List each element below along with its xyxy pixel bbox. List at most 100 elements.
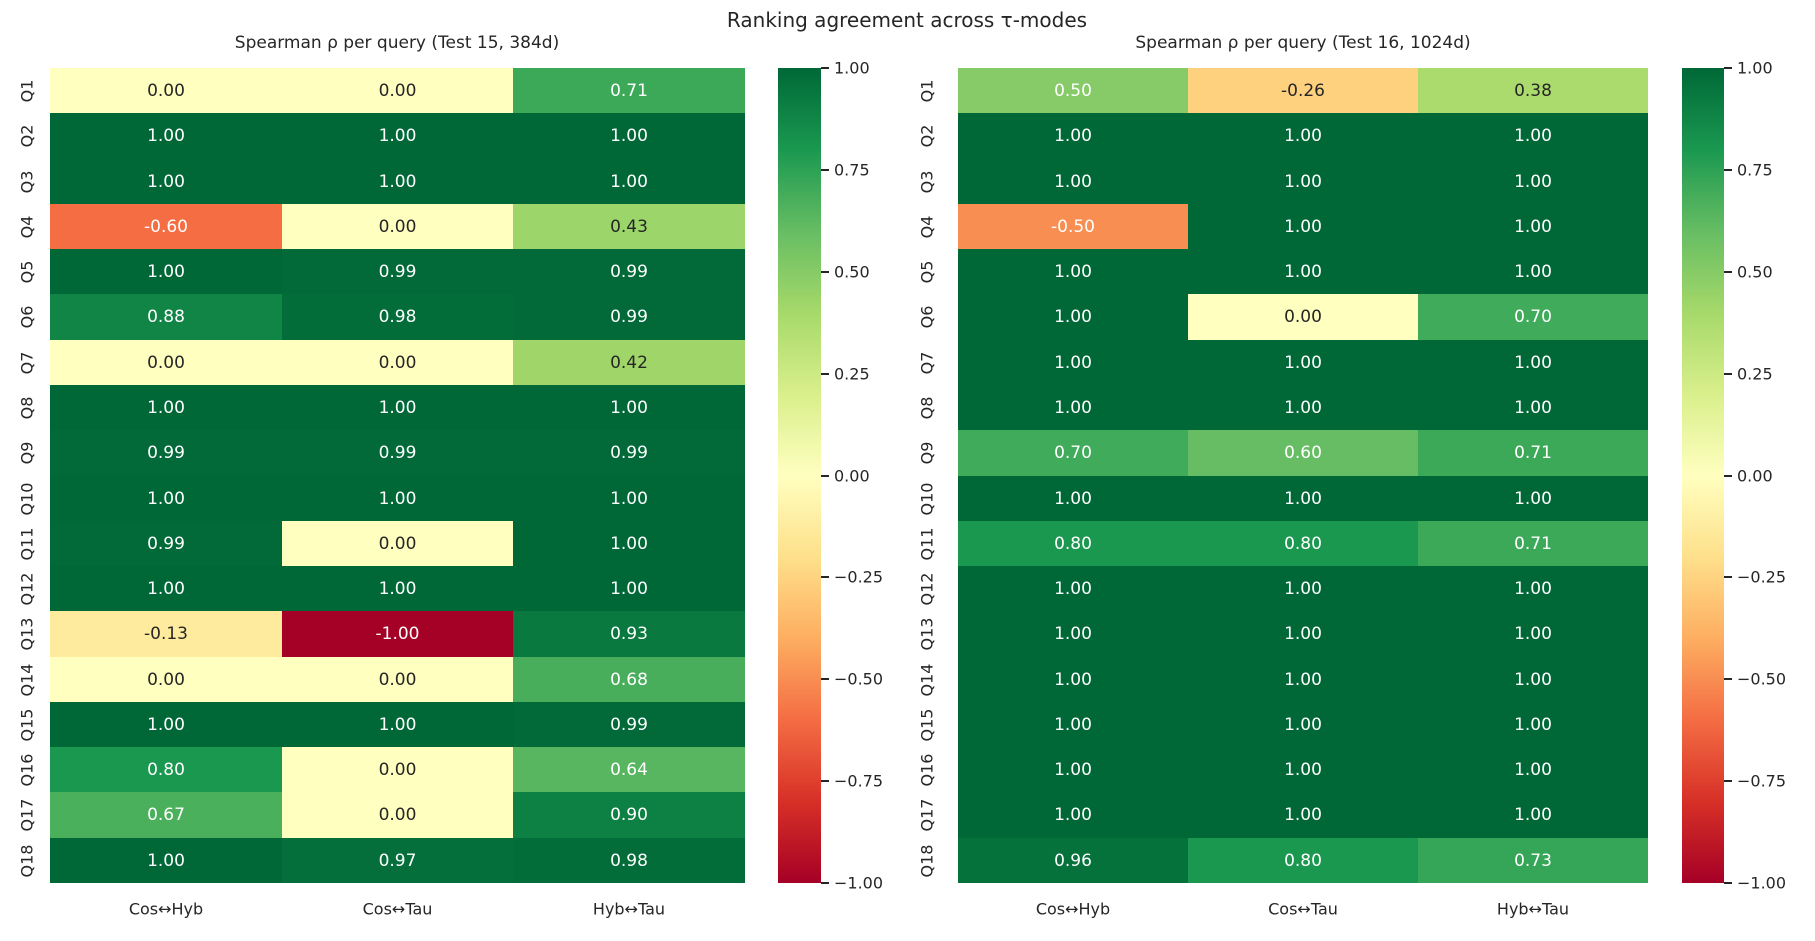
colorbar-tick: [821, 168, 829, 171]
heatmap-cell: 0.00: [50, 340, 282, 385]
colorbar-tick-label: 0.25: [834, 364, 870, 384]
row-label: Q17: [17, 798, 37, 832]
heatmap-cell: 0.90: [513, 792, 745, 838]
heatmap-cell: 1.00: [958, 476, 1188, 521]
row-label: Q9: [17, 441, 37, 465]
heatmap-cell: 1.00: [50, 476, 282, 521]
row-label: Q2: [917, 124, 937, 148]
colorbar-tick: [1724, 576, 1732, 579]
heatmap-cell: 1.00: [1418, 657, 1648, 702]
colorbar-tick: [1724, 270, 1732, 273]
colorbar-tick-label: 0.50: [1737, 262, 1773, 282]
heatmap-cell: 1.00: [958, 657, 1188, 702]
heatmap-cell: 1.00: [958, 611, 1188, 657]
heatmap-cell: 0.00: [282, 68, 513, 113]
colorbar-tick: [1724, 372, 1732, 375]
heatmap-cell: 0.50: [958, 68, 1188, 113]
heatmap-cell: 0.38: [1418, 68, 1648, 113]
heatmap-cell: 1.00: [1418, 204, 1648, 249]
row-label: Q5: [917, 260, 937, 283]
heatmap-cell: 0.80: [1188, 838, 1418, 883]
heatmap-cell: 1.00: [958, 702, 1188, 747]
heatmap-cell: 1.00: [1418, 611, 1648, 657]
heatmap-cell: 1.00: [1188, 159, 1418, 204]
colorbar-tick: [1724, 474, 1732, 477]
colorbar-tick-label: 0.00: [834, 466, 870, 485]
row-label: Q4: [917, 215, 937, 238]
heatmap-cell: 0.00: [50, 657, 282, 702]
heatmap-cell: 1.00: [958, 566, 1188, 611]
colorbar-tick-label: 0.00: [1737, 466, 1773, 485]
heatmap-cell: 0.99: [282, 430, 513, 476]
colorbar-tick-label: −0.75: [834, 771, 884, 791]
row-label: Q11: [17, 527, 37, 560]
heatmap-cell: 0.00: [50, 68, 282, 113]
heatmap-cell: 0.80: [1188, 521, 1418, 566]
colorbar-tick-label: 0.25: [1737, 364, 1773, 384]
heatmap-cell: 1.00: [1188, 792, 1418, 838]
heatmap-cell: 0.42: [513, 340, 745, 385]
heatmap-cell: 1.00: [1188, 657, 1418, 702]
heatmap-cell: 1.00: [1418, 113, 1648, 159]
colorbar-tick: [1724, 678, 1732, 681]
heatmap-cell: 0.70: [1418, 294, 1648, 340]
heatmap-cell: 1.00: [1188, 566, 1418, 611]
heatmap-cell: 0.73: [1418, 838, 1648, 883]
colorbar-tick: [1724, 67, 1732, 69]
heatmap-cell: 0.99: [513, 294, 745, 340]
colorbar-tick: [821, 474, 829, 477]
row-label: Q14: [917, 663, 937, 696]
heatmap-cell: 1.00: [1418, 476, 1648, 521]
row-label: Q3: [17, 170, 37, 193]
heatmap-cell: -1.00: [282, 611, 513, 657]
row-label: Q9: [917, 441, 937, 465]
row-label: Q15: [917, 708, 937, 741]
heatmap-cell: 1.00: [282, 159, 513, 204]
heatmap-cell: 0.99: [513, 249, 745, 294]
row-label: Q3: [917, 170, 937, 193]
colorbar-tick-label: −1.00: [834, 873, 884, 893]
heatmap-cell: 0.99: [513, 702, 745, 747]
heatmap-cell: 1.00: [1418, 249, 1648, 294]
heatmap-cell: 1.00: [50, 838, 282, 883]
heatmap-cell: 0.99: [50, 521, 282, 566]
colorbar-tick: [1724, 882, 1732, 884]
colorbar: [1682, 68, 1724, 883]
colorbar-tick-label: −1.00: [1737, 873, 1787, 893]
heatmap-cell: 1.00: [50, 113, 282, 159]
subplot-title-test15: Spearman ρ per query (Test 15, 384d): [234, 33, 560, 53]
heatmap-cell: 0.98: [282, 294, 513, 340]
heatmap-cell: 1.00: [1418, 702, 1648, 747]
heatmap-cell: 0.00: [282, 521, 513, 566]
heatmap-cell: 0.67: [50, 792, 282, 838]
heatmap-cell: 1.00: [282, 476, 513, 521]
heatmap-cell: 1.00: [1188, 611, 1418, 657]
heatmap-cell: 1.00: [958, 249, 1188, 294]
row-label: Q15: [17, 708, 37, 741]
heatmap-cell: 1.00: [958, 159, 1188, 204]
heatmap-cell: 0.71: [1418, 430, 1648, 476]
heatmap-cell: 0.00: [282, 792, 513, 838]
colorbar-tick: [821, 882, 829, 884]
col-label: Cos↔Hyb: [128, 899, 204, 919]
heatmap-cell: -0.50: [958, 204, 1188, 249]
row-label: Q16: [917, 753, 937, 786]
heatmap-cell: 1.00: [1188, 204, 1418, 249]
heatmap-cell: 0.99: [50, 430, 282, 476]
row-label: Q12: [917, 572, 937, 605]
heatmap-cell: 1.00: [513, 521, 745, 566]
colorbar-tick-label: 0.75: [834, 160, 870, 180]
colorbar-tick: [821, 67, 829, 69]
row-label: Q16: [17, 753, 37, 786]
colorbar-tick-label: 1.00: [1737, 58, 1773, 78]
heatmap-cell: 1.00: [958, 747, 1188, 792]
heatmap-cell: 1.00: [958, 113, 1188, 159]
row-label: Q8: [17, 396, 37, 419]
heatmap-cell: 0.00: [1188, 294, 1418, 340]
row-label: Q1: [917, 79, 937, 102]
row-label: Q7: [917, 351, 937, 374]
colorbar: [778, 68, 821, 883]
heatmap-cell: 1.00: [1418, 159, 1648, 204]
subplot-title-test16: Spearman ρ per query (Test 16, 1024d): [1135, 33, 1471, 53]
heatmap-cell: 1.00: [958, 340, 1188, 385]
